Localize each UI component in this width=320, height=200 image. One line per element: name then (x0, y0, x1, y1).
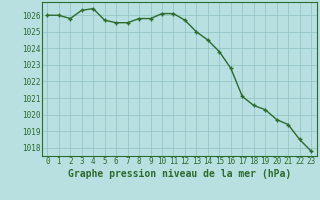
X-axis label: Graphe pression niveau de la mer (hPa): Graphe pression niveau de la mer (hPa) (68, 169, 291, 179)
